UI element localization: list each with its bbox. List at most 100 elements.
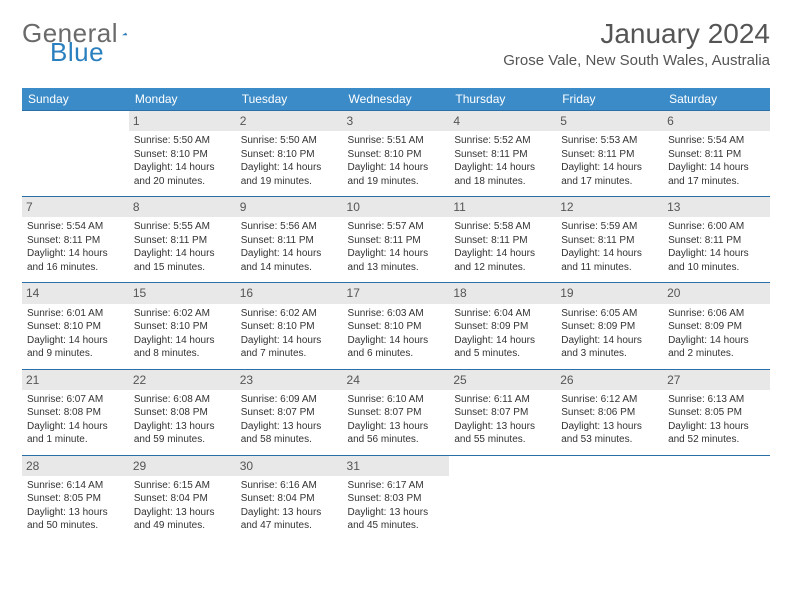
- sunset-text: Sunset: 8:11 PM: [454, 148, 551, 162]
- sunset-text: Sunset: 8:11 PM: [561, 234, 658, 248]
- daylight-text-cont: and 45 minutes.: [348, 519, 445, 533]
- calendar-day-cell: 19Sunrise: 6:05 AMSunset: 8:09 PMDayligh…: [556, 283, 663, 369]
- sunset-text: Sunset: 8:03 PM: [348, 492, 445, 506]
- weekday-header: Thursday: [449, 88, 556, 111]
- day-number: 29: [129, 456, 236, 476]
- calendar-day-cell: 5Sunrise: 5:53 AMSunset: 8:11 PMDaylight…: [556, 111, 663, 197]
- calendar-week-row: 28Sunrise: 6:14 AMSunset: 8:05 PMDayligh…: [22, 455, 770, 541]
- daylight-text: Daylight: 13 hours: [241, 420, 338, 434]
- sunrise-text: Sunrise: 5:50 AM: [134, 134, 231, 148]
- calendar-day-cell: 25Sunrise: 6:11 AMSunset: 8:07 PMDayligh…: [449, 369, 556, 455]
- daylight-text-cont: and 3 minutes.: [561, 347, 658, 361]
- calendar-day-cell: 17Sunrise: 6:03 AMSunset: 8:10 PMDayligh…: [343, 283, 450, 369]
- day-number: 31: [343, 456, 450, 476]
- sunset-text: Sunset: 8:04 PM: [134, 492, 231, 506]
- day-number: 16: [236, 283, 343, 303]
- calendar-week-row: 7Sunrise: 5:54 AMSunset: 8:11 PMDaylight…: [22, 197, 770, 283]
- sunset-text: Sunset: 8:10 PM: [348, 148, 445, 162]
- title-block: January 2024 Grose Vale, New South Wales…: [503, 18, 770, 69]
- sunrise-text: Sunrise: 5:54 AM: [27, 220, 124, 234]
- day-number: 18: [449, 283, 556, 303]
- day-number: 28: [22, 456, 129, 476]
- daylight-text-cont: and 19 minutes.: [241, 175, 338, 189]
- daylight-text: Daylight: 14 hours: [27, 247, 124, 261]
- calendar-week-row: 14Sunrise: 6:01 AMSunset: 8:10 PMDayligh…: [22, 283, 770, 369]
- daylight-text-cont: and 20 minutes.: [134, 175, 231, 189]
- calendar-day-cell: 10Sunrise: 5:57 AMSunset: 8:11 PMDayligh…: [343, 197, 450, 283]
- daylight-text: Daylight: 14 hours: [668, 161, 765, 175]
- calendar-day-cell: 14Sunrise: 6:01 AMSunset: 8:10 PMDayligh…: [22, 283, 129, 369]
- daylight-text: Daylight: 14 hours: [561, 334, 658, 348]
- daylight-text: Daylight: 14 hours: [561, 247, 658, 261]
- sunrise-text: Sunrise: 5:50 AM: [241, 134, 338, 148]
- weekday-header: Monday: [129, 88, 236, 111]
- sunrise-text: Sunrise: 6:09 AM: [241, 393, 338, 407]
- sunrise-text: Sunrise: 5:52 AM: [454, 134, 551, 148]
- calendar-day-cell: .: [22, 111, 129, 197]
- daylight-text: Daylight: 14 hours: [27, 334, 124, 348]
- sunrise-text: Sunrise: 5:54 AM: [668, 134, 765, 148]
- daylight-text: Daylight: 13 hours: [241, 506, 338, 520]
- sunset-text: Sunset: 8:07 PM: [348, 406, 445, 420]
- daylight-text-cont: and 15 minutes.: [134, 261, 231, 275]
- calendar-day-cell: 7Sunrise: 5:54 AMSunset: 8:11 PMDaylight…: [22, 197, 129, 283]
- daylight-text: Daylight: 14 hours: [241, 247, 338, 261]
- day-number: 14: [22, 283, 129, 303]
- sunrise-text: Sunrise: 5:56 AM: [241, 220, 338, 234]
- daylight-text: Daylight: 14 hours: [348, 161, 445, 175]
- daylight-text: Daylight: 14 hours: [454, 334, 551, 348]
- calendar-day-cell: 15Sunrise: 6:02 AMSunset: 8:10 PMDayligh…: [129, 283, 236, 369]
- calendar-day-cell: 30Sunrise: 6:16 AMSunset: 8:04 PMDayligh…: [236, 455, 343, 541]
- sunrise-text: Sunrise: 6:17 AM: [348, 479, 445, 493]
- daylight-text: Daylight: 14 hours: [561, 161, 658, 175]
- calendar-day-cell: 28Sunrise: 6:14 AMSunset: 8:05 PMDayligh…: [22, 455, 129, 541]
- sunrise-text: Sunrise: 6:00 AM: [668, 220, 765, 234]
- day-number: 21: [22, 370, 129, 390]
- sunrise-text: Sunrise: 5:51 AM: [348, 134, 445, 148]
- day-number: 26: [556, 370, 663, 390]
- daylight-text-cont: and 6 minutes.: [348, 347, 445, 361]
- daylight-text-cont: and 12 minutes.: [454, 261, 551, 275]
- sunset-text: Sunset: 8:05 PM: [27, 492, 124, 506]
- day-number: 3: [343, 111, 450, 131]
- sunset-text: Sunset: 8:07 PM: [241, 406, 338, 420]
- sunset-text: Sunset: 8:06 PM: [561, 406, 658, 420]
- daylight-text: Daylight: 13 hours: [561, 420, 658, 434]
- daylight-text-cont: and 8 minutes.: [134, 347, 231, 361]
- day-number: 19: [556, 283, 663, 303]
- daylight-text: Daylight: 14 hours: [134, 334, 231, 348]
- sunrise-text: Sunrise: 6:16 AM: [241, 479, 338, 493]
- calendar-day-cell: .: [556, 455, 663, 541]
- sunrise-text: Sunrise: 6:11 AM: [454, 393, 551, 407]
- sunrise-text: Sunrise: 6:12 AM: [561, 393, 658, 407]
- day-number: 4: [449, 111, 556, 131]
- daylight-text: Daylight: 14 hours: [241, 334, 338, 348]
- daylight-text: Daylight: 13 hours: [348, 420, 445, 434]
- daylight-text-cont: and 47 minutes.: [241, 519, 338, 533]
- location-text: Grose Vale, New South Wales, Australia: [503, 52, 770, 69]
- calendar-day-cell: .: [449, 455, 556, 541]
- weekday-header: Saturday: [663, 88, 770, 111]
- day-number: 20: [663, 283, 770, 303]
- calendar-table: Sunday Monday Tuesday Wednesday Thursday…: [22, 88, 770, 541]
- daylight-text-cont: and 7 minutes.: [241, 347, 338, 361]
- daylight-text-cont: and 58 minutes.: [241, 433, 338, 447]
- daylight-text: Daylight: 13 hours: [134, 506, 231, 520]
- day-number: 13: [663, 197, 770, 217]
- weekday-header: Sunday: [22, 88, 129, 111]
- daylight-text: Daylight: 14 hours: [454, 247, 551, 261]
- daylight-text: Daylight: 13 hours: [454, 420, 551, 434]
- daylight-text-cont: and 9 minutes.: [27, 347, 124, 361]
- daylight-text: Daylight: 14 hours: [348, 247, 445, 261]
- daylight-text-cont: and 11 minutes.: [561, 261, 658, 275]
- sunset-text: Sunset: 8:11 PM: [668, 234, 765, 248]
- calendar-day-cell: 22Sunrise: 6:08 AMSunset: 8:08 PMDayligh…: [129, 369, 236, 455]
- sunrise-text: Sunrise: 6:10 AM: [348, 393, 445, 407]
- weekday-header: Wednesday: [343, 88, 450, 111]
- calendar-day-cell: 18Sunrise: 6:04 AMSunset: 8:09 PMDayligh…: [449, 283, 556, 369]
- sunrise-text: Sunrise: 5:59 AM: [561, 220, 658, 234]
- sunset-text: Sunset: 8:11 PM: [241, 234, 338, 248]
- sunrise-text: Sunrise: 6:02 AM: [241, 307, 338, 321]
- calendar-day-cell: 23Sunrise: 6:09 AMSunset: 8:07 PMDayligh…: [236, 369, 343, 455]
- day-number: 9: [236, 197, 343, 217]
